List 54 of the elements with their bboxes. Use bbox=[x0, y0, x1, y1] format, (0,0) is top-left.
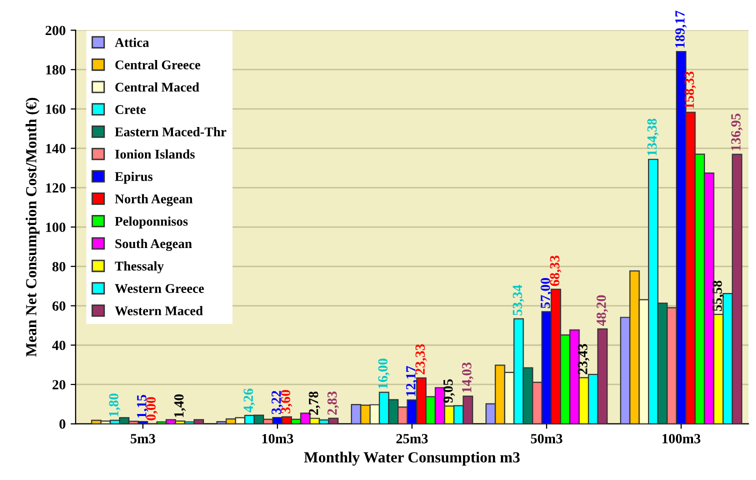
y-tick-label: 80 bbox=[52, 262, 66, 272]
y-tick-label: 100 bbox=[46, 222, 66, 232]
data-label: 1,40 bbox=[174, 394, 186, 418]
data-label: 3,22 bbox=[272, 390, 283, 414]
legend-label: Peloponnisos bbox=[114, 216, 188, 228]
y-tick-label: 40 bbox=[52, 340, 66, 350]
x-tick-label: 5m3 bbox=[130, 434, 156, 444]
data-label: 16,00 bbox=[378, 358, 390, 388]
y-tick-label: 120 bbox=[46, 183, 66, 193]
legend-label: Epirus bbox=[114, 172, 153, 184]
data-label: 0,00 bbox=[146, 397, 158, 420]
legend-label: Ionion Islands bbox=[115, 149, 195, 159]
y-tick-label: 200 bbox=[46, 26, 66, 36]
legend-label: Attica bbox=[114, 38, 149, 47]
data-label: 14,03 bbox=[462, 362, 474, 392]
legend-label: Western Greece bbox=[114, 284, 204, 294]
data-label: 189,17 bbox=[675, 10, 687, 48]
data-label: 48,20 bbox=[596, 295, 608, 326]
x-tick-label: 25m3 bbox=[396, 434, 428, 444]
legend-label: Central Greece bbox=[115, 60, 200, 70]
data-label: 12,17 bbox=[406, 366, 418, 396]
legend-label: South Aegean bbox=[115, 238, 192, 251]
legend-label: Central Maced bbox=[115, 82, 200, 92]
data-label: 53,34 bbox=[512, 284, 524, 316]
data-label: 2,78 bbox=[308, 392, 320, 415]
y-tick-label: 60 bbox=[52, 301, 66, 311]
data-label: 9,05 bbox=[443, 379, 455, 403]
x-axis-title: Monthly Water Consumption m3 bbox=[304, 452, 520, 466]
y-tick-label: 20 bbox=[52, 380, 66, 390]
y-axis-title: Mean Net Consumption Cost/Month (€) bbox=[26, 98, 40, 357]
data-label: 3,60 bbox=[280, 390, 292, 414]
data-label: 136,95 bbox=[731, 114, 743, 150]
legend-label: Western Maced bbox=[114, 306, 203, 316]
x-tick-label: 10m3 bbox=[262, 434, 294, 444]
data-label: 23,33 bbox=[415, 344, 427, 374]
data-label: 158,33 bbox=[684, 72, 696, 108]
data-label: 68,33 bbox=[550, 256, 562, 286]
y-tick-label: 140 bbox=[46, 144, 66, 154]
data-label: 55,58 bbox=[712, 280, 724, 311]
x-tick-label: 50m3 bbox=[530, 434, 562, 444]
data-label: 23,43 bbox=[578, 344, 590, 374]
y-tick-label: 180 bbox=[46, 65, 66, 75]
data-label: 1,15 bbox=[137, 394, 148, 418]
y-tick-label: 0 bbox=[59, 419, 66, 429]
x-tick-label: 100m3 bbox=[662, 434, 700, 444]
data-label: 1,80 bbox=[109, 394, 120, 416]
legend-label: Crete bbox=[115, 105, 146, 114]
data-label: 134,38 bbox=[647, 118, 659, 156]
y-tick-label: 160 bbox=[46, 104, 66, 114]
legend-label: North Aegean bbox=[114, 194, 193, 206]
data-label: 2,83 bbox=[327, 391, 339, 415]
legend-label: Eastern Maced-Thr bbox=[114, 127, 226, 136]
data-label: 4,26 bbox=[244, 388, 255, 412]
legend-label: Thessaly bbox=[114, 261, 164, 274]
